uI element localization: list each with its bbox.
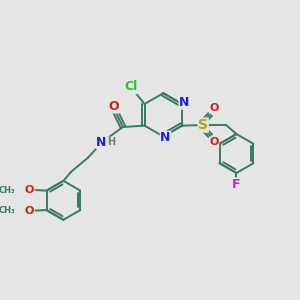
- Text: O: O: [209, 103, 219, 113]
- Text: N: N: [160, 131, 171, 144]
- Text: N: N: [96, 136, 107, 149]
- Text: H: H: [107, 137, 115, 147]
- Text: CH₃: CH₃: [0, 206, 15, 215]
- Text: S: S: [198, 118, 208, 132]
- Text: F: F: [232, 178, 240, 191]
- Text: O: O: [209, 137, 219, 147]
- Text: CH₃: CH₃: [0, 185, 15, 194]
- Text: O: O: [25, 185, 34, 195]
- Text: O: O: [25, 206, 34, 216]
- Text: N: N: [179, 96, 189, 109]
- Text: O: O: [109, 100, 119, 113]
- Text: Cl: Cl: [124, 80, 138, 94]
